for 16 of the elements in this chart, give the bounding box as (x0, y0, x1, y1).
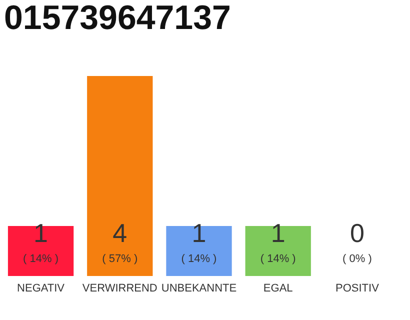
data-label: 1 (270, 218, 286, 248)
annotation: ( 14% ) (23, 253, 59, 265)
data-label: 4 (112, 218, 128, 248)
data-label: 1 (34, 218, 48, 248)
x-tick-label: POSITIV (336, 282, 380, 294)
annotation: ( 14% ) (181, 253, 217, 265)
chart-title: 015739647137 (4, 0, 231, 37)
x-tick-label: NEGATIV (17, 282, 66, 294)
x-tick-label: VERWIRREND (82, 282, 158, 294)
annotation: ( 0% ) (342, 253, 372, 265)
x-tick-label: EGAL (263, 282, 293, 294)
annotation: ( 57% ) (102, 253, 138, 265)
data-label: 0 (350, 218, 364, 248)
data-label: 1 (192, 218, 206, 248)
x-tick-label: UNBEKANNTE (161, 282, 237, 294)
annotation: ( 14% ) (260, 253, 296, 265)
